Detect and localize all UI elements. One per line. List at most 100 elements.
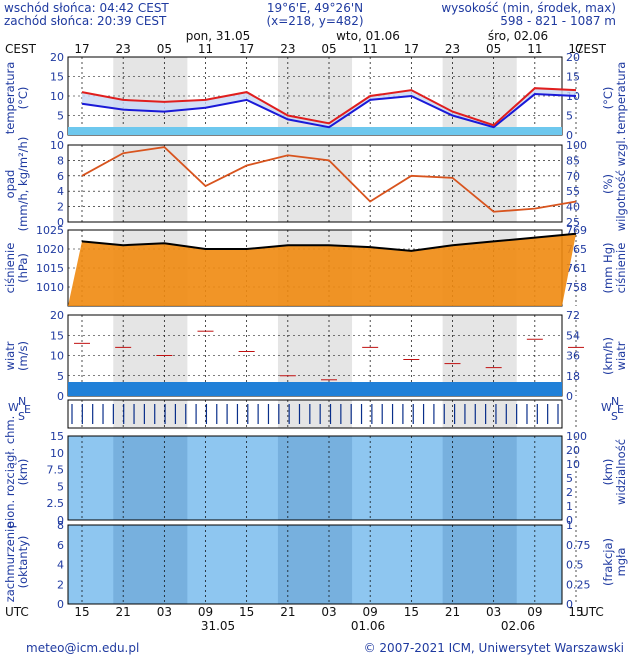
panel-frame <box>67 435 563 521</box>
y-tick-left: 2.5 <box>47 497 65 510</box>
y-tick-right: 100 <box>566 139 587 152</box>
y-tick-right: 54 <box>566 329 580 342</box>
wind-dir-e-left: E <box>24 403 31 416</box>
y-tick-right: 0.5 <box>566 559 584 572</box>
press-left-label: ciśnienie <box>3 243 17 294</box>
footer-copyright: © 2007-2021 ICM, Uniwersytet Warszawski <box>364 641 624 655</box>
y-tick-right: 85 <box>566 154 580 167</box>
wind-dir-s-right: S <box>611 410 618 423</box>
temp-right-unit: (°C) <box>601 87 615 110</box>
y-tick-left: 1025 <box>36 224 64 237</box>
wind-dir-s-left: S <box>18 410 25 423</box>
bottom-hour-label: 15 <box>404 605 419 619</box>
y-tick-right: 2 <box>566 486 573 499</box>
dew-line <box>81 93 577 129</box>
wind-left-label: wiatr <box>3 341 17 370</box>
wind-dir-n-left: N <box>18 395 26 408</box>
ground-band <box>68 127 562 135</box>
bottom-hour-label: 21 <box>280 605 295 619</box>
y-tick-left: 0 <box>57 514 64 527</box>
y-tick-left: 5 <box>57 370 64 383</box>
y-tick-left: 10 <box>50 139 64 152</box>
temp-left-unit: (°C) <box>16 87 30 110</box>
top-hour-label: 05 <box>321 42 336 56</box>
y-tick-right: 5 <box>566 110 573 123</box>
night-band <box>277 436 353 520</box>
y-tick-right: 100 <box>566 430 587 443</box>
night-band <box>442 145 517 222</box>
top-hour-label: 23 <box>280 42 295 56</box>
y-tick-left: 2 <box>57 201 64 214</box>
wind-left-unit: (m/s) <box>16 341 30 371</box>
cloud-right-label: mgła <box>614 548 628 577</box>
y-tick-left: 2 <box>57 578 64 591</box>
top-hour-label: 05 <box>486 42 501 56</box>
wind-dir-e-right: E <box>617 403 624 416</box>
press-left-unit: (hPa) <box>16 253 30 283</box>
pressure-area <box>68 233 576 306</box>
y-tick-right: 758 <box>566 281 587 294</box>
y-tick-right: 0 <box>566 129 573 142</box>
bottom-hour-label: 21 <box>445 605 460 619</box>
y-tick-right: 36 <box>566 350 580 363</box>
bottom-hour-label: 21 <box>116 605 131 619</box>
date-label-2: 01.06 <box>351 619 385 633</box>
y-tick-left: 1010 <box>36 281 64 294</box>
night-band <box>277 525 353 604</box>
day-label-3: śro, 02.06 <box>488 29 548 43</box>
bottom-hour-label: 03 <box>157 605 172 619</box>
y-tick-left: 6 <box>57 539 64 552</box>
y-tick-left: 1020 <box>36 243 64 256</box>
y-tick-right: 0 <box>566 514 573 527</box>
bottom-hour-label: 15 <box>74 605 89 619</box>
y-tick-left: 0 <box>57 598 64 611</box>
y-tick-left: 6 <box>57 170 64 183</box>
night-band <box>442 525 517 604</box>
y-tick-right: 5 <box>566 472 573 485</box>
night-band <box>113 145 188 222</box>
y-tick-left: 7.5 <box>47 464 65 477</box>
y-tick-right: 25 <box>566 216 580 229</box>
y-tick-left: 10 <box>50 350 64 363</box>
y-tick-right: 0.75 <box>566 539 591 552</box>
top-hour-label: 17 <box>404 42 419 56</box>
wind-dir-n-right: N <box>611 395 619 408</box>
date-label-1: 31.05 <box>201 619 235 633</box>
grid-text: (x=218, y=482) <box>266 14 363 28</box>
y-tick-right: 10 <box>566 458 580 471</box>
bottom-tz-left: UTC <box>5 605 29 619</box>
top-tz-left: CEST <box>5 42 37 56</box>
night-band <box>113 436 188 520</box>
panel-frame <box>67 524 563 605</box>
y-tick-left: 0 <box>57 129 64 142</box>
y-tick-right: 20 <box>566 444 580 457</box>
y-tick-left: 10 <box>50 447 64 460</box>
wind-right-label: wiatr <box>614 341 628 370</box>
y-tick-left: 4 <box>57 559 64 572</box>
y-tick-right: 72 <box>566 309 580 322</box>
panels: 0510152005101520024681025405570851001010… <box>36 51 591 611</box>
y-tick-left: 10 <box>50 90 64 103</box>
top-hour-ticks: 17 23 05 11 17 23 05 11 17 23 05 11 17 <box>74 42 583 56</box>
date-label-3: 02.06 <box>501 619 535 633</box>
precip-left-label: opad <box>3 170 17 199</box>
y-tick-right: 40 <box>566 201 580 214</box>
bottom-hour-label: 03 <box>486 605 501 619</box>
top-hour-label: 17 <box>239 42 254 56</box>
top-hour-label: 05 <box>157 42 172 56</box>
cloud-left-unit: (oktanty) <box>16 536 30 589</box>
night-band <box>113 400 188 428</box>
top-hour-label: 11 <box>198 42 213 56</box>
y-tick-left: 1015 <box>36 262 64 275</box>
y-tick-left: 8 <box>57 519 64 532</box>
y-tick-left: 15 <box>50 329 64 342</box>
footer-email[interactable]: meteo@icm.edu.pl <box>26 641 139 655</box>
y-tick-right: 70 <box>566 170 580 183</box>
y-tick-right: 0 <box>566 598 573 611</box>
y-tick-left: 0 <box>57 390 64 403</box>
cloud-right-unit: (frakcja) <box>601 538 615 586</box>
top-hour-label: 17 <box>74 42 89 56</box>
y-tick-left: 4 <box>57 185 64 198</box>
temp-line <box>81 87 577 127</box>
